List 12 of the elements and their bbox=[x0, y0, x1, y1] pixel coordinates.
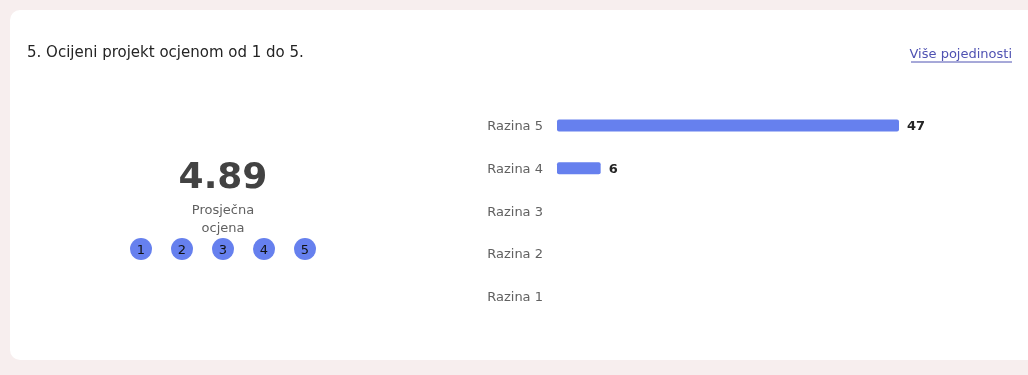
y-tick-label: Razina 2 bbox=[487, 246, 543, 262]
y-tick-label: Razina 1 bbox=[487, 289, 543, 305]
y-tick-label: Razina 5 bbox=[487, 117, 543, 133]
text: Više pojedinosti bbox=[909, 46, 1012, 61]
data-label: 6 bbox=[608, 160, 618, 176]
y-tick-label: Razina 4 bbox=[487, 160, 543, 176]
text: 5. Ocijeni projekt ocjenom od 1 do 5. bbox=[27, 43, 304, 61]
text: 4.89 bbox=[178, 155, 268, 196]
data-label: 47 bbox=[907, 117, 926, 133]
y-tick-label: Razina 3 bbox=[487, 203, 543, 219]
text: Prosječna ocjena bbox=[191, 202, 255, 235]
rating-scale: 1 2 3 4 5 bbox=[130, 238, 316, 260]
